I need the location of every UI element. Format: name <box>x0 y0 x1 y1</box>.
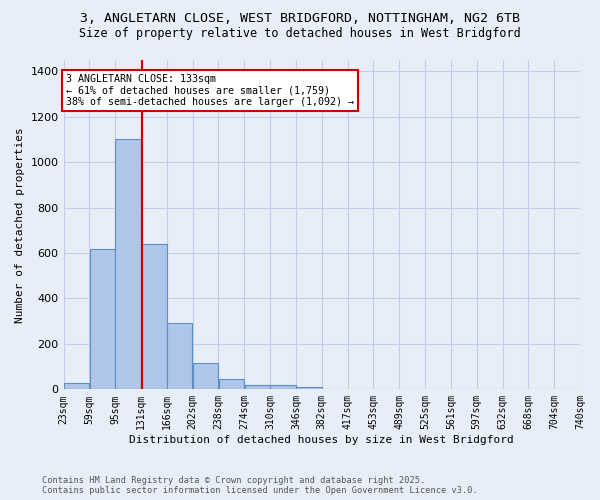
Bar <box>167 324 193 390</box>
Text: 3 ANGLETARN CLOSE: 133sqm
← 61% of detached houses are smaller (1,759)
38% of se: 3 ANGLETARN CLOSE: 133sqm ← 61% of detac… <box>65 74 353 107</box>
Bar <box>296 387 322 390</box>
Text: 3, ANGLETARN CLOSE, WEST BRIDGFORD, NOTTINGHAM, NG2 6TB: 3, ANGLETARN CLOSE, WEST BRIDGFORD, NOTT… <box>80 12 520 26</box>
Bar <box>219 378 244 390</box>
Y-axis label: Number of detached properties: Number of detached properties <box>15 127 25 322</box>
Bar <box>193 363 218 390</box>
X-axis label: Distribution of detached houses by size in West Bridgford: Distribution of detached houses by size … <box>130 435 514 445</box>
Bar <box>141 244 167 390</box>
Text: Contains HM Land Registry data © Crown copyright and database right 2025.
Contai: Contains HM Land Registry data © Crown c… <box>42 476 478 495</box>
Bar <box>245 385 270 390</box>
Bar <box>271 385 296 390</box>
Text: Size of property relative to detached houses in West Bridgford: Size of property relative to detached ho… <box>79 28 521 40</box>
Bar <box>89 248 115 390</box>
Bar <box>115 140 141 390</box>
Bar <box>64 383 89 390</box>
